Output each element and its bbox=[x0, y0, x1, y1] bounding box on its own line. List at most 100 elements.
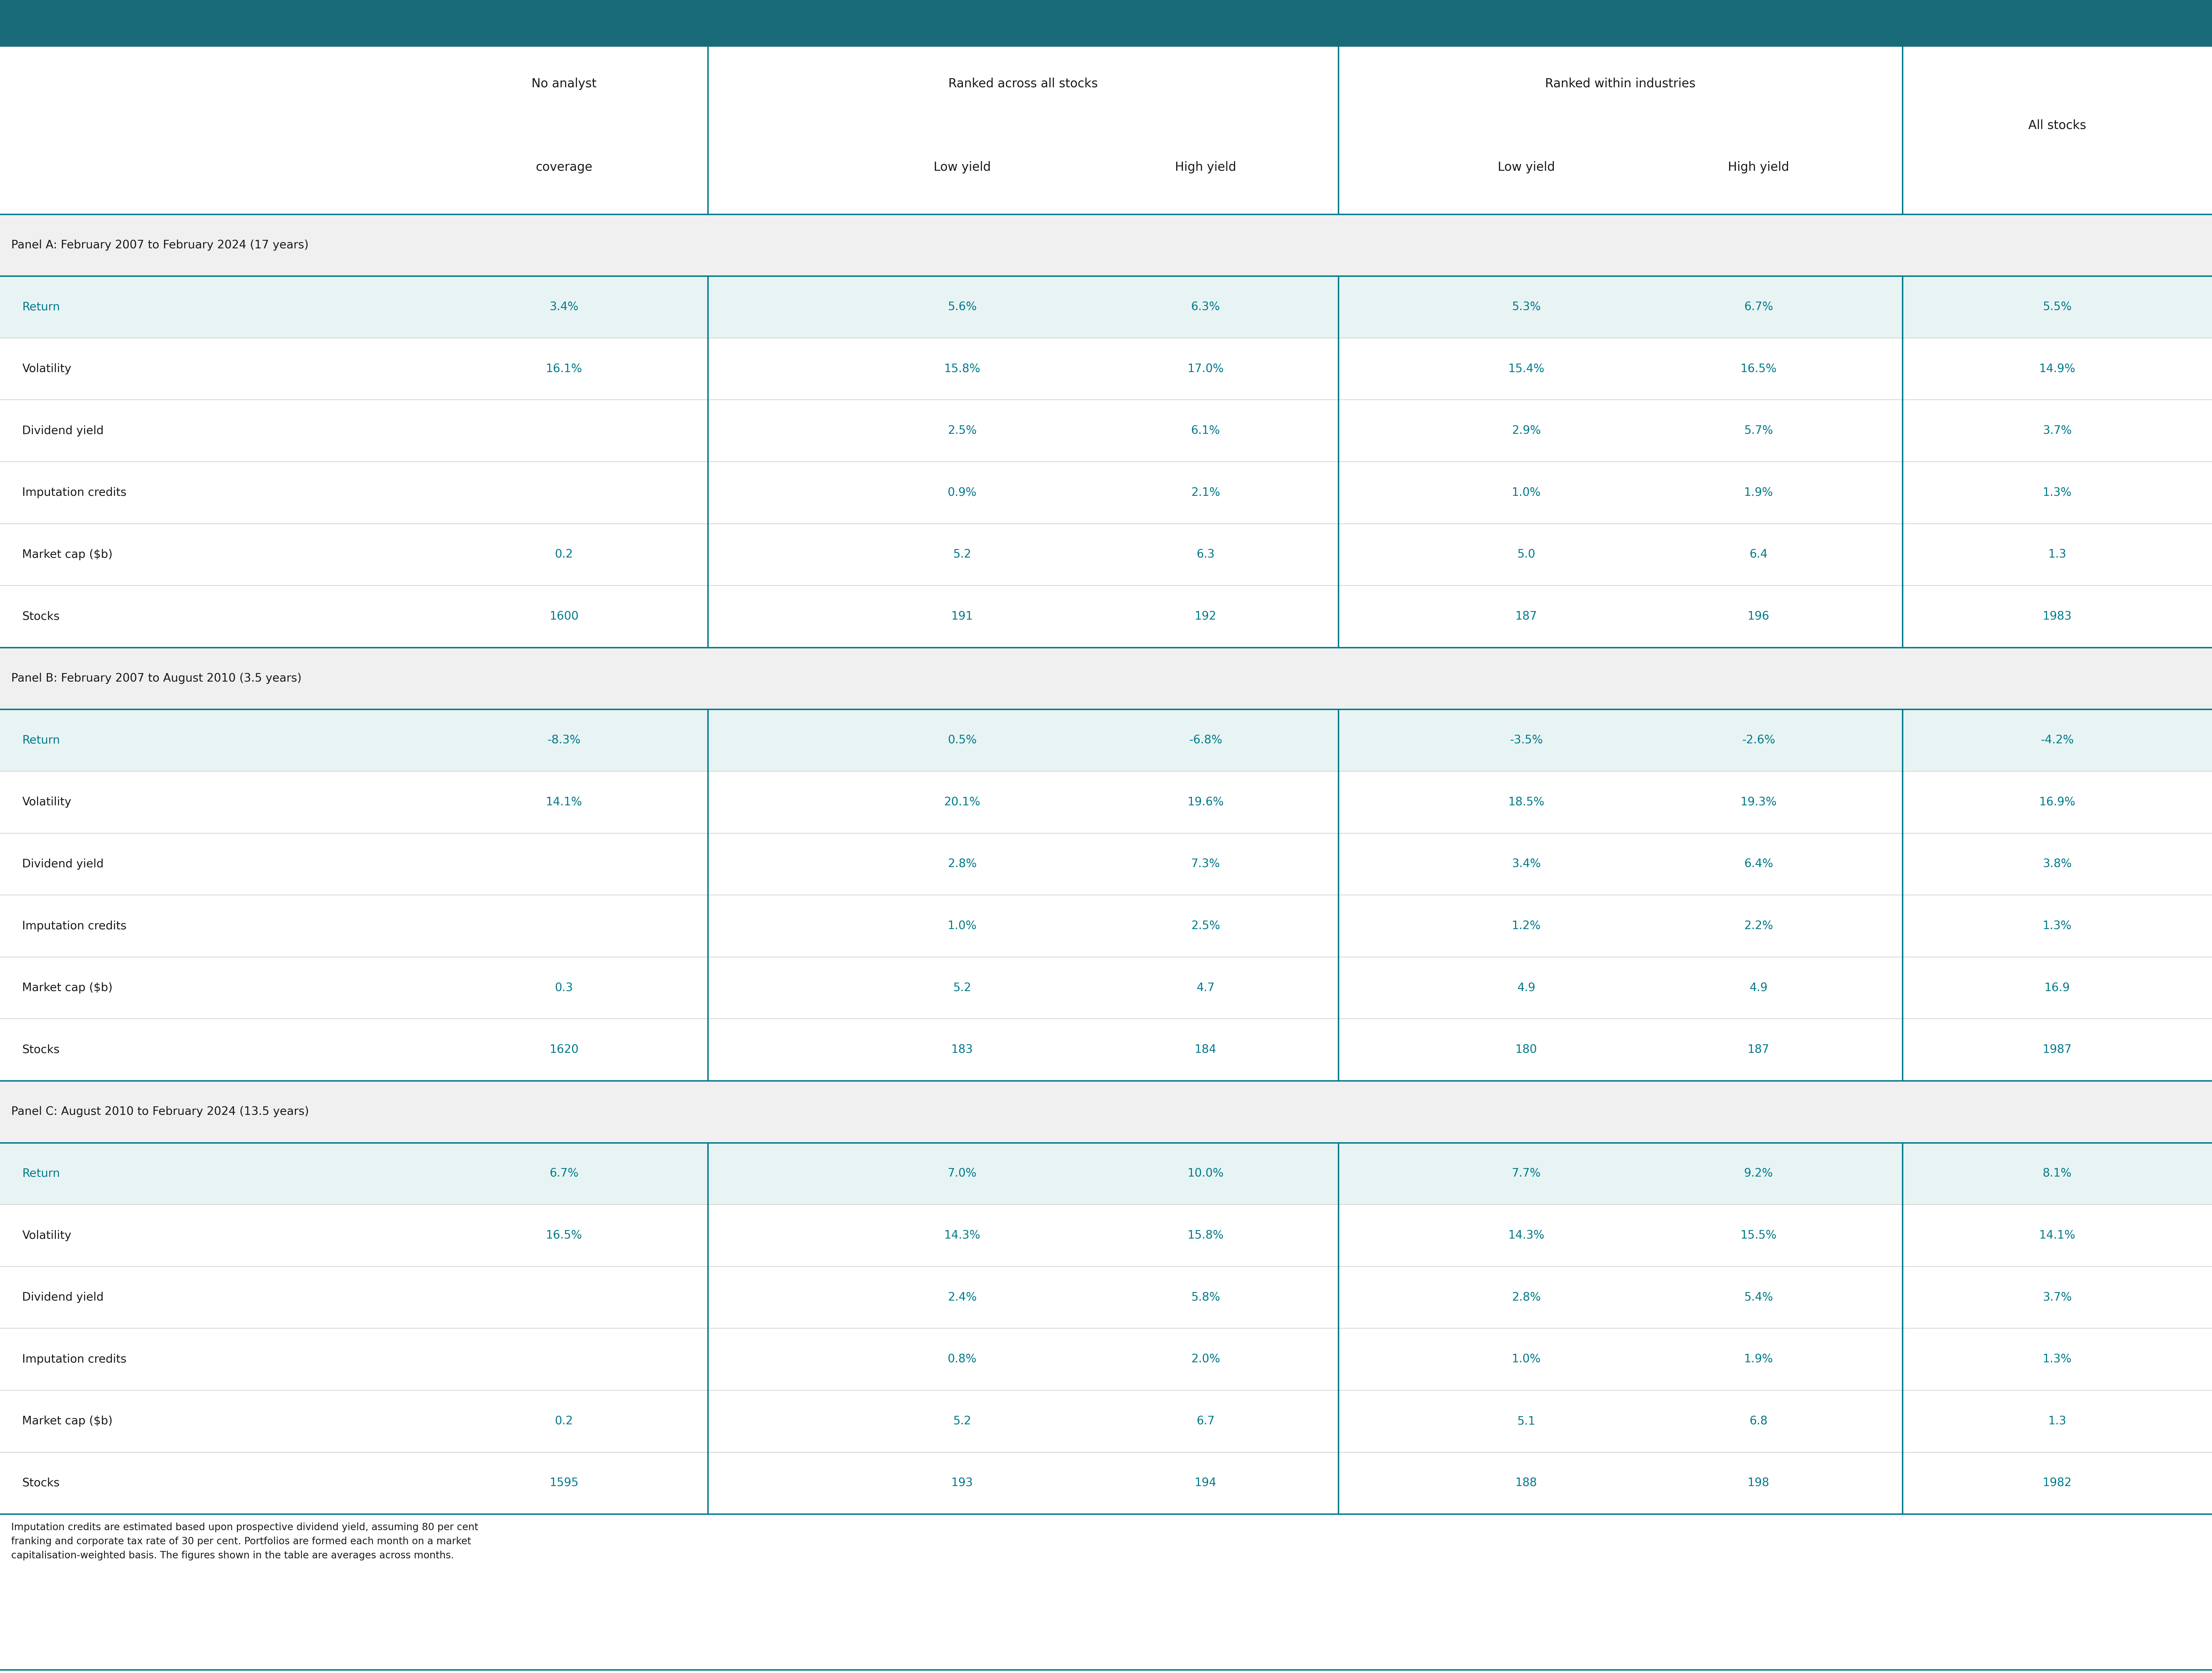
Text: 1595: 1595 bbox=[549, 1477, 580, 1489]
Text: coverage: coverage bbox=[535, 161, 593, 174]
Text: 2.8%: 2.8% bbox=[1511, 1292, 1542, 1303]
Text: 2.5%: 2.5% bbox=[1190, 920, 1221, 932]
Text: 188: 188 bbox=[1515, 1477, 1537, 1489]
Text: Low yield: Low yield bbox=[1498, 161, 1555, 174]
Text: 2.1%: 2.1% bbox=[1190, 487, 1221, 499]
Text: 6.3: 6.3 bbox=[1197, 549, 1214, 560]
Text: Panel B: February 2007 to August 2010 (3.5 years): Panel B: February 2007 to August 2010 (3… bbox=[11, 673, 301, 684]
Text: Return: Return bbox=[22, 1168, 60, 1179]
Text: 6.1%: 6.1% bbox=[1190, 425, 1221, 437]
Text: 18.5%: 18.5% bbox=[1509, 796, 1544, 808]
Text: 6.3%: 6.3% bbox=[1190, 301, 1221, 313]
Text: Stocks: Stocks bbox=[22, 1477, 60, 1489]
Text: 16.5%: 16.5% bbox=[1741, 363, 1776, 375]
Text: Market cap ($b): Market cap ($b) bbox=[22, 549, 113, 560]
Text: 15.8%: 15.8% bbox=[945, 363, 980, 375]
Text: 184: 184 bbox=[1194, 1044, 1217, 1056]
Text: 3.7%: 3.7% bbox=[2042, 425, 2073, 437]
Text: 1.3: 1.3 bbox=[2048, 1415, 2066, 1427]
Text: 7.3%: 7.3% bbox=[1190, 858, 1221, 870]
Text: Stocks: Stocks bbox=[22, 611, 60, 622]
Text: -4.2%: -4.2% bbox=[2042, 734, 2073, 746]
Text: 7.7%: 7.7% bbox=[1511, 1168, 1542, 1179]
Text: 5.1: 5.1 bbox=[1517, 1415, 1535, 1427]
Text: Market cap ($b): Market cap ($b) bbox=[22, 982, 113, 994]
Text: 1.0%: 1.0% bbox=[947, 920, 978, 932]
Bar bbox=[0, 1081, 2212, 1143]
Text: 15.4%: 15.4% bbox=[1509, 363, 1544, 375]
Text: 183: 183 bbox=[951, 1044, 973, 1056]
Text: 5.8%: 5.8% bbox=[1190, 1292, 1221, 1303]
Text: 2.4%: 2.4% bbox=[947, 1292, 978, 1303]
Text: 1.3%: 1.3% bbox=[2042, 487, 2073, 499]
Text: 6.7%: 6.7% bbox=[1743, 301, 1774, 313]
Text: 3.8%: 3.8% bbox=[2042, 858, 2073, 870]
Text: 14.1%: 14.1% bbox=[546, 796, 582, 808]
Text: 5.4%: 5.4% bbox=[1743, 1292, 1774, 1303]
Text: 192: 192 bbox=[1194, 611, 1217, 622]
Text: 6.4%: 6.4% bbox=[1743, 858, 1774, 870]
Text: High yield: High yield bbox=[1728, 161, 1790, 174]
Text: 14.9%: 14.9% bbox=[2039, 363, 2075, 375]
Text: 187: 187 bbox=[1515, 611, 1537, 622]
Text: 1.9%: 1.9% bbox=[1743, 487, 1774, 499]
Text: 180: 180 bbox=[1515, 1044, 1537, 1056]
Text: 5.7%: 5.7% bbox=[1743, 425, 1774, 437]
Text: 4.7: 4.7 bbox=[1197, 982, 1214, 994]
Text: 5.2: 5.2 bbox=[953, 982, 971, 994]
Bar bbox=[0, 1143, 2212, 1205]
Text: Panel C: August 2010 to February 2024 (13.5 years): Panel C: August 2010 to February 2024 (1… bbox=[11, 1106, 310, 1118]
Text: 17.0%: 17.0% bbox=[1188, 363, 1223, 375]
Text: 2.8%: 2.8% bbox=[947, 858, 978, 870]
Text: 19.6%: 19.6% bbox=[1188, 796, 1223, 808]
Text: Dividend yield: Dividend yield bbox=[22, 425, 104, 437]
Text: 6.8: 6.8 bbox=[1750, 1415, 1767, 1427]
Text: No analyst: No analyst bbox=[531, 77, 597, 90]
Text: 1.3%: 1.3% bbox=[2042, 1353, 2073, 1365]
Text: 10.0%: 10.0% bbox=[1188, 1168, 1223, 1179]
Text: 5.5%: 5.5% bbox=[2042, 301, 2073, 313]
Text: 2.2%: 2.2% bbox=[1743, 920, 1774, 932]
Text: Imputation credits are estimated based upon prospective dividend yield, assuming: Imputation credits are estimated based u… bbox=[11, 1522, 478, 1532]
Text: 4.9: 4.9 bbox=[1750, 982, 1767, 994]
Text: -3.5%: -3.5% bbox=[1511, 734, 1542, 746]
Text: Ranked within industries: Ranked within industries bbox=[1544, 77, 1697, 90]
Text: 2.9%: 2.9% bbox=[1511, 425, 1542, 437]
Text: 187: 187 bbox=[1747, 1044, 1770, 1056]
Text: 0.9%: 0.9% bbox=[947, 487, 978, 499]
Text: 2.5%: 2.5% bbox=[947, 425, 978, 437]
Text: 0.2: 0.2 bbox=[555, 1415, 573, 1427]
Text: -2.6%: -2.6% bbox=[1743, 734, 1774, 746]
Text: franking and corporate tax rate of 30 per cent. Portfolios are formed each month: franking and corporate tax rate of 30 pe… bbox=[11, 1536, 471, 1546]
Text: 0.3: 0.3 bbox=[555, 982, 573, 994]
Bar bbox=[0, 214, 2212, 276]
Text: 6.4: 6.4 bbox=[1750, 549, 1767, 560]
Text: Return: Return bbox=[22, 734, 60, 746]
Text: -6.8%: -6.8% bbox=[1190, 734, 1221, 746]
Text: Volatility: Volatility bbox=[22, 363, 71, 375]
Text: All stocks: All stocks bbox=[2028, 119, 2086, 132]
Text: High yield: High yield bbox=[1175, 161, 1237, 174]
Text: 3.4%: 3.4% bbox=[549, 301, 580, 313]
Text: 14.3%: 14.3% bbox=[945, 1230, 980, 1241]
Text: 15.8%: 15.8% bbox=[1188, 1230, 1223, 1241]
Text: 2.0%: 2.0% bbox=[1190, 1353, 1221, 1365]
Text: Imputation credits: Imputation credits bbox=[22, 1353, 126, 1365]
Text: 1.2%: 1.2% bbox=[1511, 920, 1542, 932]
Text: 0.8%: 0.8% bbox=[947, 1353, 978, 1365]
Text: 1.3%: 1.3% bbox=[2042, 920, 2073, 932]
Text: 6.7%: 6.7% bbox=[549, 1168, 580, 1179]
Text: 1.0%: 1.0% bbox=[1511, 487, 1542, 499]
Text: Market cap ($b): Market cap ($b) bbox=[22, 1415, 113, 1427]
Text: 7.0%: 7.0% bbox=[947, 1168, 978, 1179]
Text: 3.7%: 3.7% bbox=[2042, 1292, 2073, 1303]
Text: -8.3%: -8.3% bbox=[549, 734, 580, 746]
Text: 194: 194 bbox=[1194, 1477, 1217, 1489]
Text: 16.9: 16.9 bbox=[2044, 982, 2070, 994]
Bar bbox=[0, 276, 2212, 338]
Text: 0.2: 0.2 bbox=[555, 549, 573, 560]
Text: 5.2: 5.2 bbox=[953, 1415, 971, 1427]
Text: 1987: 1987 bbox=[2042, 1044, 2073, 1056]
Text: capitalisation-weighted basis. The figures shown in the table are averages acros: capitalisation-weighted basis. The figur… bbox=[11, 1551, 453, 1561]
Text: 198: 198 bbox=[1747, 1477, 1770, 1489]
